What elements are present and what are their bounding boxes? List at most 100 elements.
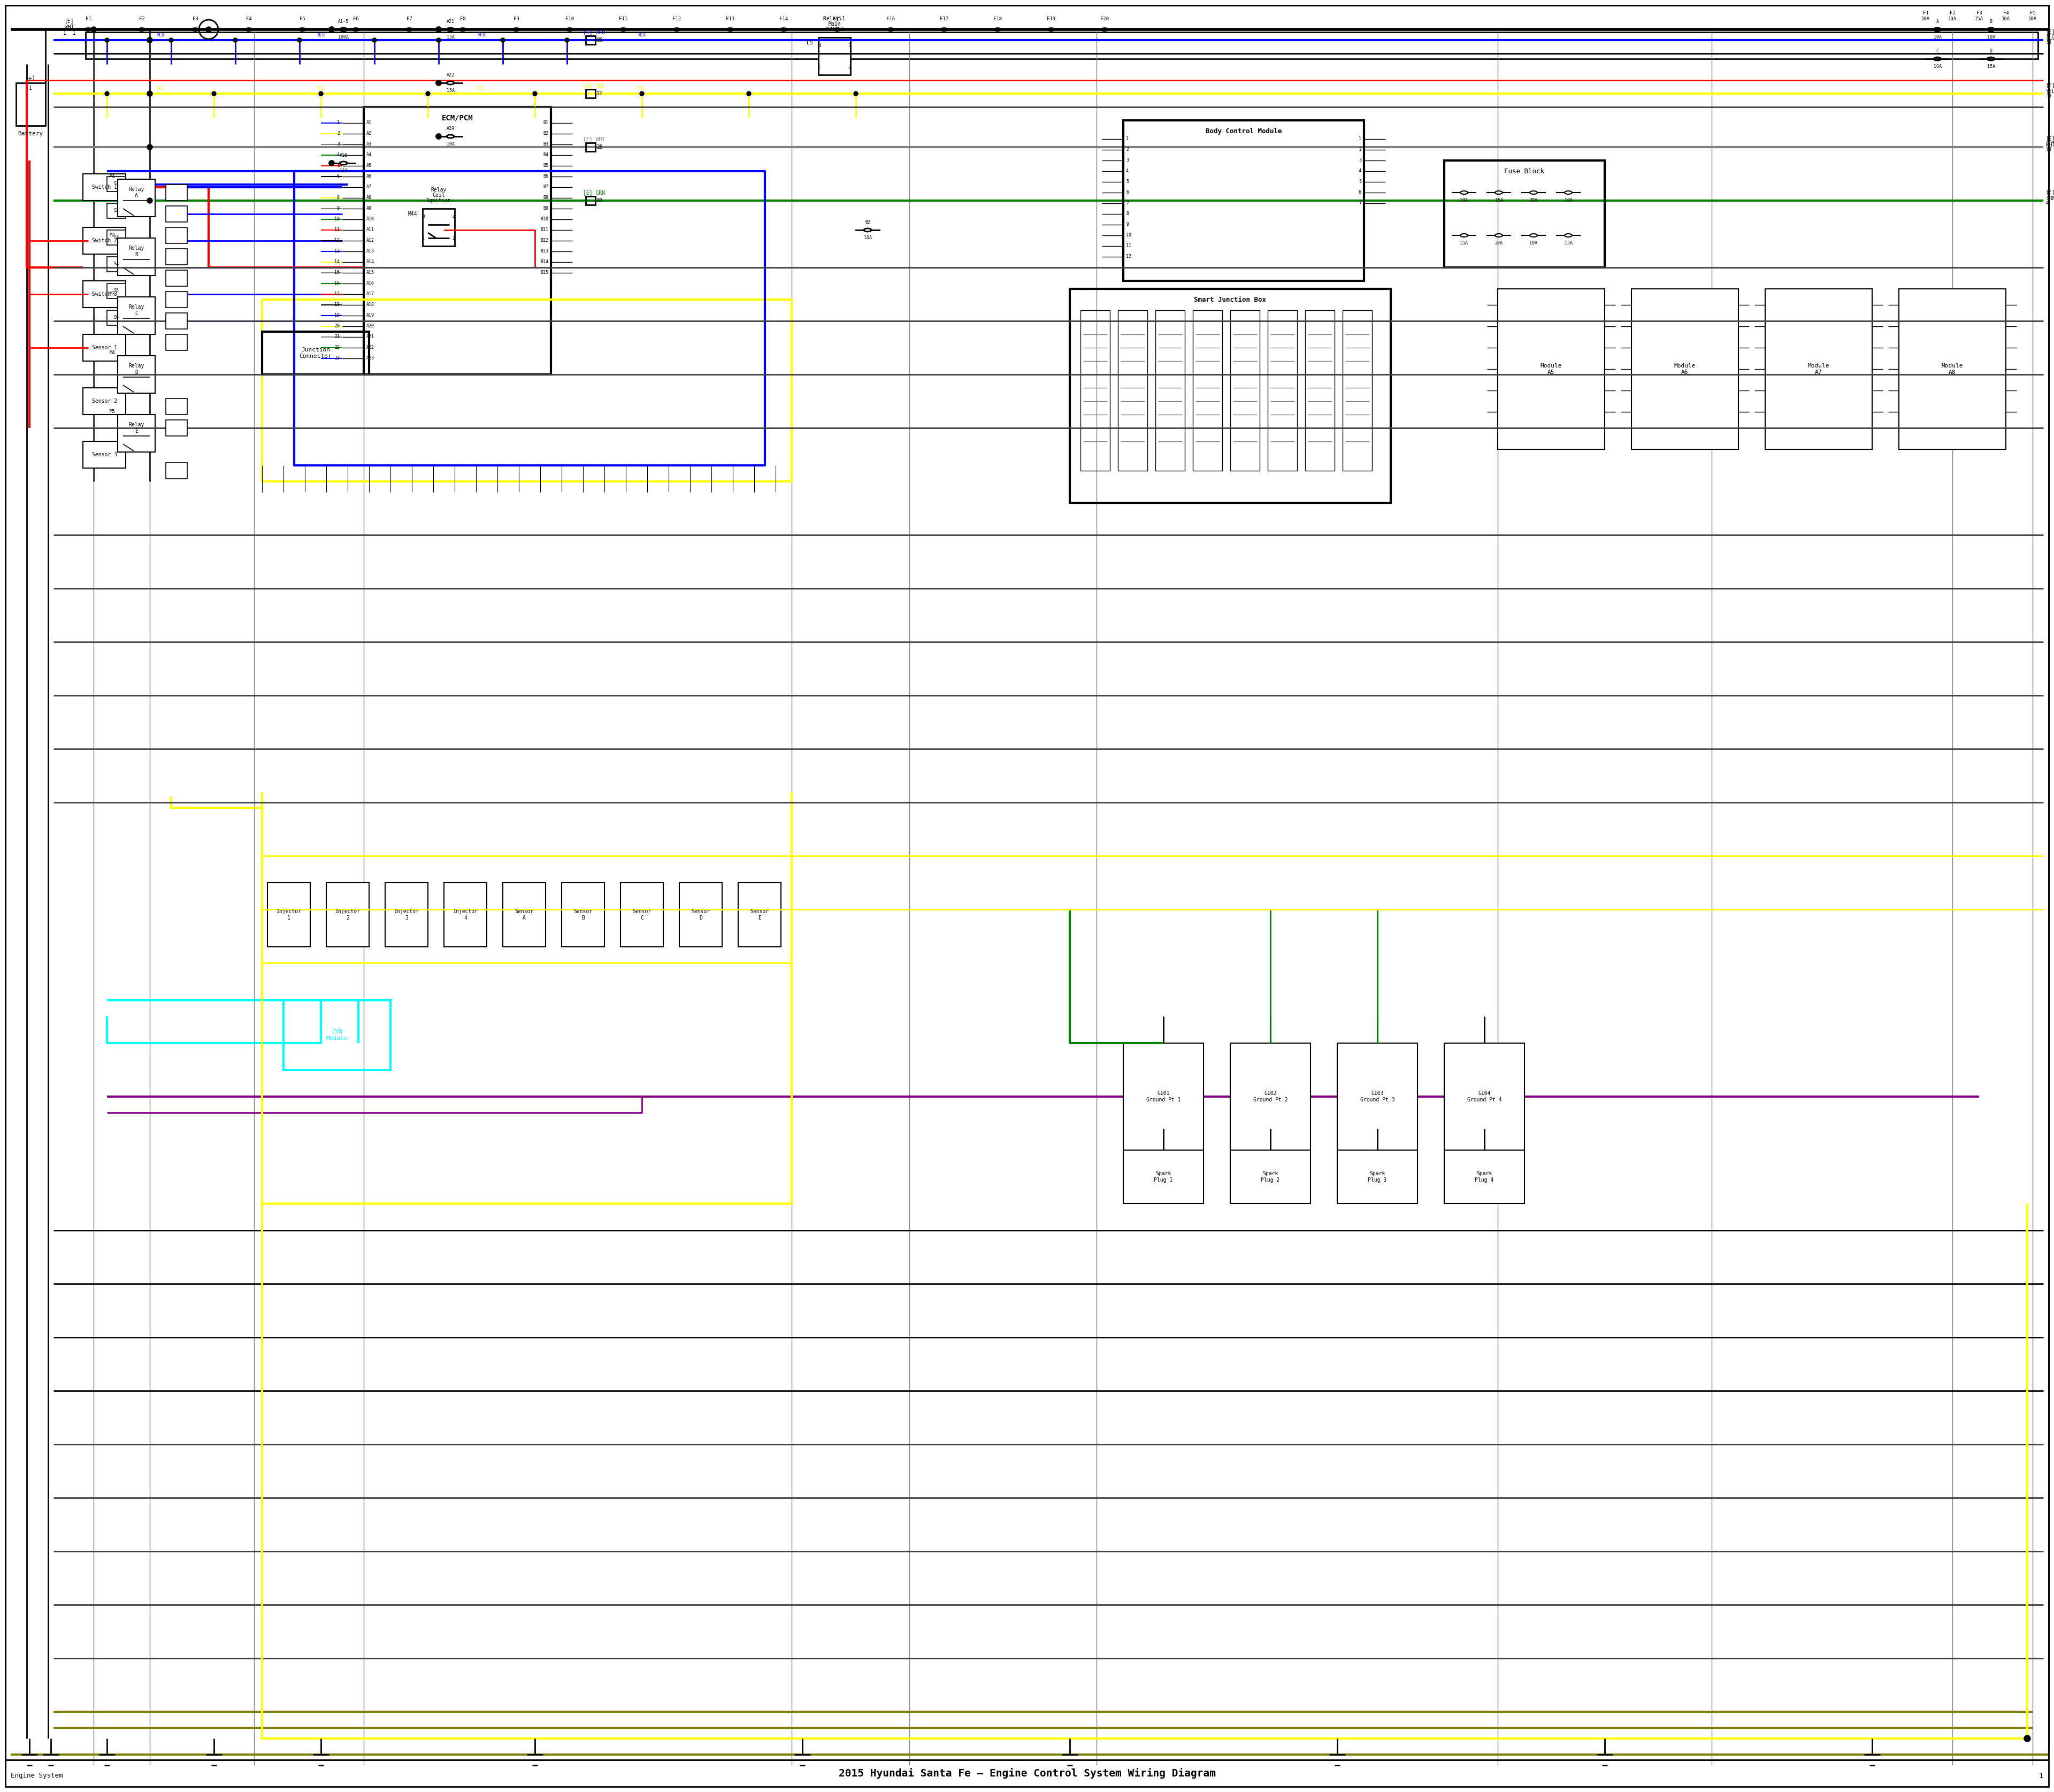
Bar	[86, 32, 2038, 59]
Text: Relay 1: Relay 1	[824, 16, 846, 22]
Text: Relay
A: Relay A	[129, 186, 144, 199]
Text: BLU: BLU	[316, 32, 325, 38]
Bar	[1124, 120, 1364, 281]
Text: 15A: 15A	[446, 34, 454, 39]
Text: G103
Ground Pt 3: G103 Ground Pt 3	[1360, 1091, 1395, 1102]
Bar	[327, 883, 370, 946]
Text: F19: F19	[1048, 16, 1056, 22]
Text: Switch 3: Switch 3	[92, 292, 117, 297]
Bar	[166, 271, 187, 287]
Text: 10A: 10A	[1460, 197, 1469, 202]
Text: [E]
WHT: [E] WHT	[2046, 136, 2054, 147]
Text: B13: B13	[540, 249, 548, 254]
Text: YEL: YEL	[479, 86, 485, 91]
Text: A10: A10	[366, 217, 374, 222]
Text: 7: 7	[1358, 201, 1362, 206]
Text: [E]
WHT: [E] WHT	[66, 18, 74, 30]
Bar	[1124, 1043, 1204, 1150]
Text: Engine System: Engine System	[10, 1772, 64, 1779]
Bar	[166, 398, 187, 414]
Bar	[166, 292, 187, 308]
Text: 8: 8	[337, 195, 339, 201]
Text: A4: A4	[366, 152, 372, 158]
Bar	[117, 357, 156, 392]
Text: F1: F1	[86, 16, 90, 22]
Bar	[283, 1000, 390, 1070]
Text: 15A: 15A	[339, 168, 347, 174]
Text: B9: B9	[542, 206, 548, 211]
Bar	[166, 335, 187, 351]
Text: 59: 59	[2046, 41, 2052, 45]
Bar	[166, 185, 187, 201]
Text: B14: B14	[540, 260, 548, 265]
Text: 3: 3	[848, 43, 850, 48]
Text: Sensor 1: Sensor 1	[92, 346, 117, 351]
Text: A15: A15	[366, 271, 374, 276]
Circle shape	[148, 197, 152, 202]
Circle shape	[435, 134, 442, 140]
Bar	[82, 228, 125, 254]
Text: 20A: 20A	[1530, 197, 1538, 202]
Text: [E] YEL: [E] YEL	[583, 82, 606, 88]
Text: 3: 3	[337, 142, 339, 147]
Bar	[1080, 310, 1109, 471]
Text: 5: 5	[1126, 179, 1128, 185]
Text: Sensor
A: Sensor A	[516, 909, 534, 921]
Text: 6: 6	[1358, 190, 1362, 195]
Text: S2: S2	[113, 208, 119, 213]
Circle shape	[435, 134, 442, 140]
Text: S5: S5	[113, 289, 119, 294]
Text: 14: 14	[335, 260, 339, 265]
Bar	[117, 238, 156, 276]
Bar	[1444, 1043, 1524, 1150]
Text: 2: 2	[452, 235, 454, 240]
Bar	[1304, 310, 1335, 471]
Bar	[1117, 310, 1148, 471]
Text: B8: B8	[542, 195, 548, 201]
Text: 9: 9	[337, 206, 339, 211]
Bar	[1764, 289, 1871, 450]
Text: 15A: 15A	[446, 88, 454, 93]
Text: F4: F4	[246, 16, 251, 22]
Text: Spark
Plug 4: Spark Plug 4	[1475, 1170, 1493, 1183]
Text: 3: 3	[423, 215, 425, 219]
Text: A1-5: A1-5	[339, 20, 349, 23]
Text: 2: 2	[1126, 147, 1128, 152]
Text: A1: A1	[366, 120, 372, 125]
Bar	[166, 206, 187, 222]
Text: 19: 19	[335, 314, 339, 317]
Text: B2: B2	[865, 220, 871, 224]
Circle shape	[435, 27, 442, 32]
Text: 6: 6	[337, 174, 339, 179]
Circle shape	[639, 91, 645, 95]
Text: 15A: 15A	[1986, 65, 1994, 70]
Text: 20: 20	[335, 324, 339, 328]
Text: F2
10A: F2 10A	[1947, 11, 1957, 22]
Text: F1
10A: F1 10A	[1920, 11, 1931, 22]
Bar	[561, 883, 604, 946]
Bar	[364, 108, 550, 375]
Circle shape	[105, 91, 109, 95]
Text: F8: F8	[460, 16, 466, 22]
Text: 2015 Hyundai Santa Fe — Engine Control System Wiring Diagram: 2015 Hyundai Santa Fe — Engine Control S…	[838, 1769, 1216, 1779]
Text: A8: A8	[366, 195, 372, 201]
Text: F17: F17	[941, 16, 949, 22]
Text: F5: F5	[300, 16, 306, 22]
Bar	[107, 202, 125, 219]
Text: 15A: 15A	[1495, 197, 1504, 202]
Text: B11: B11	[540, 228, 548, 233]
Circle shape	[425, 91, 429, 95]
Text: 21: 21	[335, 335, 339, 339]
Text: 16: 16	[335, 281, 339, 287]
Text: L5: L5	[807, 39, 813, 45]
Text: Relay
E: Relay E	[129, 423, 144, 434]
Bar	[166, 314, 187, 330]
Text: F18: F18	[994, 16, 1002, 22]
Bar	[585, 90, 596, 99]
Bar	[82, 335, 125, 360]
Text: A6: A6	[366, 174, 372, 179]
Text: 2: 2	[337, 131, 339, 136]
Text: Injector
3: Injector 3	[394, 909, 419, 921]
Bar	[680, 883, 723, 946]
Text: F3
15A: F3 15A	[1974, 11, 1984, 22]
